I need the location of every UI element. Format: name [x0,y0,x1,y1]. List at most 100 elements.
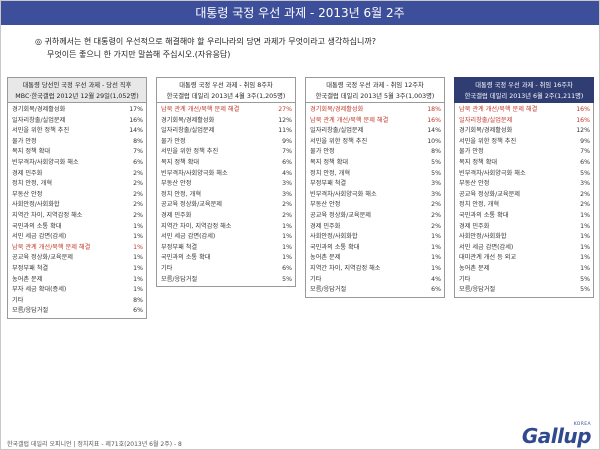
table-row: 남북 관계 개선/북핵 문제 해결 16% [306,116,444,127]
row-value: 12% [576,127,590,135]
row-value: 1% [431,243,441,251]
row-value: 1% [431,233,441,241]
table-row: 서민을 위한 정책 추진 7% [157,147,295,158]
row-label: 모름/응답거절 [459,286,496,294]
table-row: 빈부격차/사회양극화 해소 4% [157,169,295,180]
row-value: 16% [576,116,590,124]
question-line-2: 무엇이든 좋으니 한 가지만 말씀해 주십시오.(자유응답) [47,50,231,59]
row-label: 부정부패 척결 [161,243,198,251]
row-value: 14% [427,127,441,135]
table-row: 서민 세금 감면(감세) 1% [455,243,593,254]
table-row: 물가 안정 8% [8,137,146,148]
table-row: 부자 세금 확대(증세) 1% [8,285,146,296]
logo-subtext: KOREA [573,422,591,427]
row-value: 3% [580,180,590,188]
row-label: 빈부격차/사회양극화 해소 [459,169,526,177]
row-label: 빈부격차/사회양극화 해소 [310,190,377,198]
row-label: 복지 정책 확대 [12,148,51,156]
table-row: 기타 6% [157,264,295,275]
table-row: 사회안정/사회화합 1% [455,232,593,243]
table-row: 기타 5% [455,275,593,286]
row-value: 1% [431,264,441,272]
table-row: 경기회복/경제활성화 18% [306,105,444,116]
table-row: 서민 세금 감면(감세) 1% [8,232,146,243]
row-label: 남북 관계 개선/북핵 문제 해결 [161,106,240,113]
row-label: 모름/응답거절 [310,286,347,294]
table-row: 서민을 위한 정책 추진 9% [455,137,593,148]
row-value: 5% [282,275,292,283]
row-label: 국민과의 소통 확대 [459,211,509,219]
row-value: 8% [133,137,143,145]
row-value: 8% [133,296,143,304]
table-row: 빈부격차/사회양극화 해소 3% [306,190,444,201]
table-row: 사회안정/사회화합 2% [8,200,146,211]
row-label: 일자리창출/실업문제 [310,127,364,135]
row-value: 3% [431,180,441,188]
row-label: 부자 세금 확대(증세) [12,286,67,294]
table-row: 부동산 안정 3% [455,179,593,190]
row-value: 1% [431,254,441,262]
row-value: 1% [133,243,143,251]
row-label: 모름/응답거절 [12,307,49,315]
row-label: 지역간 차이, 지역감정 해소 [161,222,232,230]
row-value: 14% [129,127,143,135]
table-row: 경제 민주화 1% [455,222,593,233]
table-row: 정치 안정, 개혁 2% [455,200,593,211]
table-body: 남북 관계 개선/북핵 문제 해결 27% 경기회복/경제활성화 12% 일자리창출/실… [156,103,296,288]
table-row: 서민을 위한 정책 추진 14% [8,126,146,137]
row-label: 물가 안정 [459,148,484,156]
row-label: 일자리창출/실업문제 [459,116,513,124]
table-row: 공교육 정상화/교육문제 1% [8,253,146,264]
row-label: 경기회복/경제활성화 [310,106,364,113]
row-value: 7% [282,148,292,156]
table-row: 부동산 안정 2% [306,200,444,211]
row-label: 서민 세금 감면(감세) [459,243,514,251]
row-value: 9% [282,137,292,145]
table-row: 일자리창출/실업문제 11% [157,126,295,137]
row-value: 1% [282,243,292,251]
row-label: 공교육 정상화/교육문제 [12,254,73,262]
table-row: 남북 관계 개선/북핵 문제 해결 27% [157,105,295,116]
row-value: 16% [129,116,143,124]
row-value: 2% [580,201,590,209]
table-subtitle: 한국갤럽 데일리 2013년 4월 3주(1,205명) [166,93,286,100]
row-value: 1% [580,211,590,219]
table-row: 복지 정책 확대 6% [455,158,593,169]
row-value: 2% [133,190,143,198]
table-row: 일자리창출/실업문제 16% [455,116,593,127]
table-body: 경기회복/경제활성화 18% 남북 관계 개선/북핵 문제 해결 16% 일자리창출/실… [305,103,445,298]
row-value: 1% [282,233,292,241]
row-label: 국민과의 소통 확대 [310,243,360,251]
row-value: 12% [278,116,292,124]
row-value: 18% [427,106,441,113]
row-value: 3% [282,190,292,198]
row-label: 정치 안정, 개혁 [310,169,351,177]
table-row: 모름/응답거절 6% [8,306,146,317]
row-value: 4% [282,169,292,177]
row-value: 1% [580,233,590,241]
table-row: 농어촌 문제 1% [455,264,593,275]
table-header: 대통령 국정 우선 과제 - 취임 16주차 한국갤럽 데일리 2013년 6월 … [454,77,594,103]
table-body: 남북 관계 개선/북핵 문제 해결 16% 일자리창출/실업문제 16% 경기회복/경제… [454,103,594,298]
row-value: 3% [431,190,441,198]
row-label: 기타 [310,275,322,283]
table-header: 대통령 국정 우선 과제 - 취임 12주차 한국갤럽 데일리 2013년 5월 … [305,77,445,103]
gallup-logo: Gallup KOREA [521,422,592,448]
row-value: 6% [282,158,292,166]
row-label: 부동산 안정 [310,201,341,209]
row-label: 공교육 정상화/교육문제 [310,211,371,219]
table-row: 일자리창출/실업문제 16% [8,116,146,127]
row-label: 경제 민주화 [459,222,490,230]
row-value: 2% [133,169,143,177]
row-value: 1% [133,233,143,241]
logo-wordmark: Gallup [521,424,592,448]
table-row: 서민을 위한 정책 추진 10% [306,137,444,148]
table-row: 국민과의 소통 확대 1% [8,222,146,233]
table-row: 경기회복/경제활성화 12% [455,126,593,137]
row-value: 5% [580,275,590,283]
row-value: 2% [431,211,441,219]
table-row: 부정부패 척결 1% [157,243,295,254]
row-label: 물가 안정 [310,148,335,156]
page-title: 대통령 국정 우선 과제 - 2013년 6월 2주 [1,1,599,25]
row-label: 부동산 안정 [459,180,490,188]
